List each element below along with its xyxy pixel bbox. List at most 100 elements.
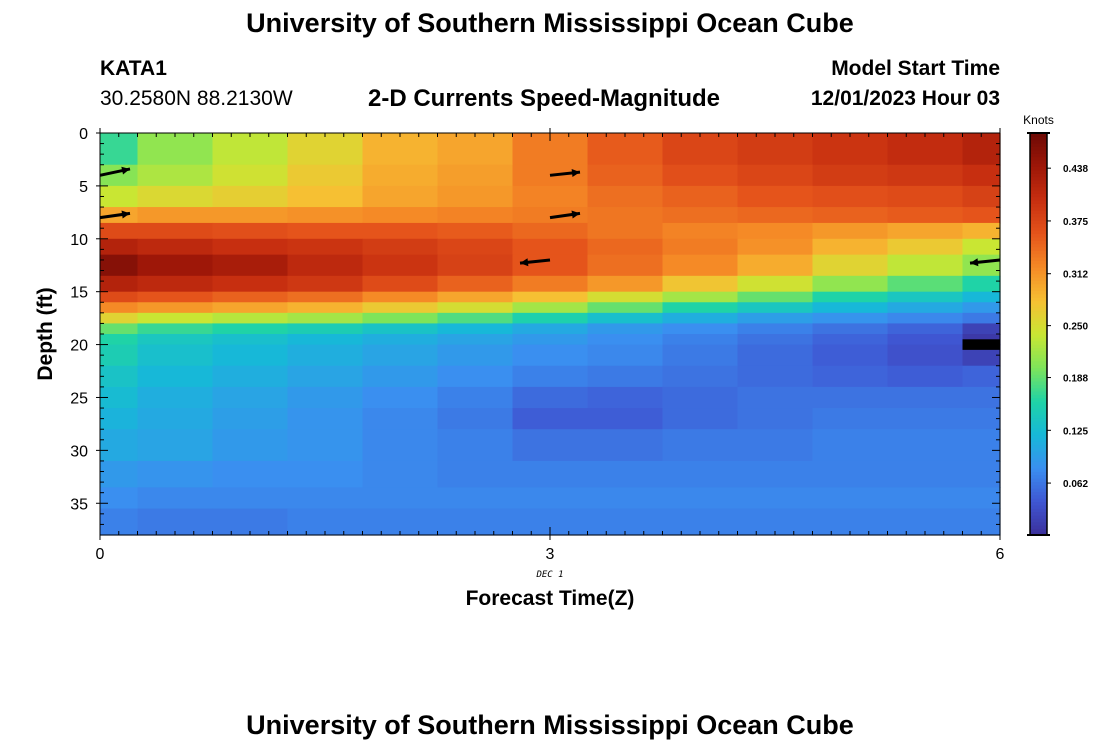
heatmap-cell [512, 312, 589, 325]
heatmap-cell [887, 344, 964, 367]
heatmap-cell [737, 207, 814, 224]
chart-subtitle: 2-D Currents Speed-Magnitude [368, 85, 721, 112]
heatmap-cell [812, 164, 889, 187]
heatmap-cell [587, 365, 664, 388]
y-axis-title: Depth (ft) [34, 287, 57, 380]
heatmap-cell [662, 302, 739, 314]
colorbar-segment [1030, 186, 1047, 191]
heatmap-cell [287, 254, 364, 277]
colorbar-segment [1030, 256, 1047, 261]
heatmap-cell [887, 323, 964, 335]
heatmap-cell [512, 238, 589, 256]
heatmap-cell [137, 222, 214, 240]
heatmap-cell [287, 133, 364, 166]
heatmap-cell [212, 185, 289, 208]
masked-cell [962, 339, 1000, 350]
heatmap-cell [587, 386, 664, 409]
heatmap-cell [662, 312, 739, 325]
heatmap-cell [137, 275, 214, 293]
heatmap-cell [887, 207, 964, 224]
heatmap-cell [812, 487, 889, 510]
heatmap-cell [962, 222, 1001, 240]
heatmap-cell [587, 222, 664, 240]
colorbar-segment [1030, 307, 1047, 312]
heatmap-cell [512, 291, 589, 303]
heatmap-cell [212, 222, 289, 240]
heatmap-cell [737, 133, 814, 166]
colorbar-segment [1030, 163, 1047, 168]
colorbar-segment [1030, 451, 1047, 456]
heatmap-cell [662, 222, 739, 240]
colorbar-segment [1030, 139, 1047, 144]
colorbar-segment [1030, 233, 1047, 238]
heatmap-cell [962, 323, 1001, 335]
colorbar-segment [1030, 481, 1047, 486]
heatmap-cell [287, 238, 364, 256]
heatmap-cell [962, 133, 1001, 166]
heatmap-cell [287, 460, 364, 488]
x-date-label: DEC 1 [535, 570, 563, 580]
colorbar-segment [1030, 183, 1047, 188]
heatmap-cell [137, 312, 214, 325]
colorbar-segment [1030, 303, 1047, 308]
heatmap-cell [362, 429, 439, 462]
heatmap-cell [962, 254, 1001, 277]
heatmap-cell [812, 238, 889, 256]
heatmap-cell [812, 254, 889, 277]
heatmap-cell [212, 386, 289, 409]
colorbar-segment [1030, 240, 1047, 245]
heatmap-cell [212, 254, 289, 277]
colorbar-segment [1030, 277, 1047, 281]
colorbar-segment [1030, 531, 1047, 536]
heatmap-cell [962, 302, 1001, 314]
colorbar-segment [1030, 474, 1047, 479]
y-tick-label: 0 [79, 126, 88, 143]
heatmap-cell [100, 302, 139, 314]
heatmap-cell [512, 275, 589, 293]
heatmap-cell [437, 408, 514, 430]
x-tick-label: 0 [96, 546, 105, 563]
heatmap-cell [362, 365, 439, 388]
colorbar-segment [1030, 528, 1047, 533]
colorbar-segment [1030, 471, 1047, 476]
x-tick-label: 3 [546, 546, 555, 563]
heatmap-cell [812, 429, 889, 462]
heatmap-cell [212, 460, 289, 488]
heatmap-cell [737, 238, 814, 256]
heatmap-cell [587, 254, 664, 277]
heatmap-cell [962, 365, 1001, 388]
heatmap-cell [212, 365, 289, 388]
colorbar-segment [1030, 133, 1047, 137]
heatmap-cell [887, 334, 964, 346]
heatmap-cell [587, 164, 664, 187]
heatmap-cell [100, 291, 139, 303]
colorbar-segment [1030, 377, 1047, 382]
heatmap-cell [362, 185, 439, 208]
colorbar-segment [1030, 253, 1047, 258]
heatmap-cell [812, 334, 889, 346]
colorbar-segment [1030, 354, 1047, 359]
heatmap-cell [887, 386, 964, 409]
heatmap-cell [362, 312, 439, 325]
heatmap-cell [100, 365, 139, 388]
heatmap-cell [437, 365, 514, 388]
heatmap-cell [437, 254, 514, 277]
colorbar-segment [1030, 508, 1047, 513]
heatmap-cell [137, 344, 214, 367]
colorbar-segment [1030, 313, 1047, 318]
colorbar-segment [1030, 293, 1047, 298]
colorbar-segment [1030, 236, 1047, 241]
colorbar-segment [1030, 437, 1047, 442]
heatmap-cell [587, 429, 664, 462]
colorbar-tick-label: 0.312 [1063, 270, 1088, 281]
heatmap-cell [887, 460, 964, 488]
y-tick-label: 5 [79, 179, 88, 196]
current-vector-arrowhead [571, 169, 580, 177]
page-title: University of Southern Mississippi Ocean… [246, 8, 854, 38]
y-tick-label: 15 [70, 285, 88, 302]
colorbar-segment [1030, 210, 1047, 214]
colorbar-tick-label: 0.062 [1063, 479, 1088, 490]
heatmap-cell [512, 207, 589, 224]
heatmap-cell [887, 487, 964, 510]
heatmap-cell [137, 487, 214, 510]
